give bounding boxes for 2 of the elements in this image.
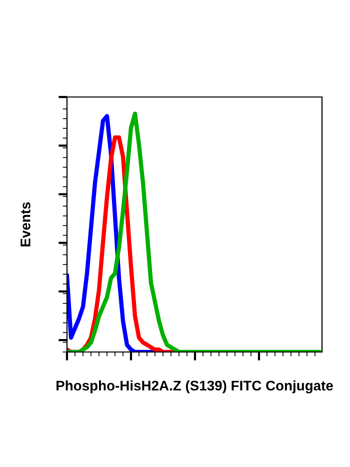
y-axis-title: Events xyxy=(20,202,30,246)
x-axis-title: Phospho-HisH2A.Z (S139) FITC Conjugate xyxy=(56,380,333,394)
